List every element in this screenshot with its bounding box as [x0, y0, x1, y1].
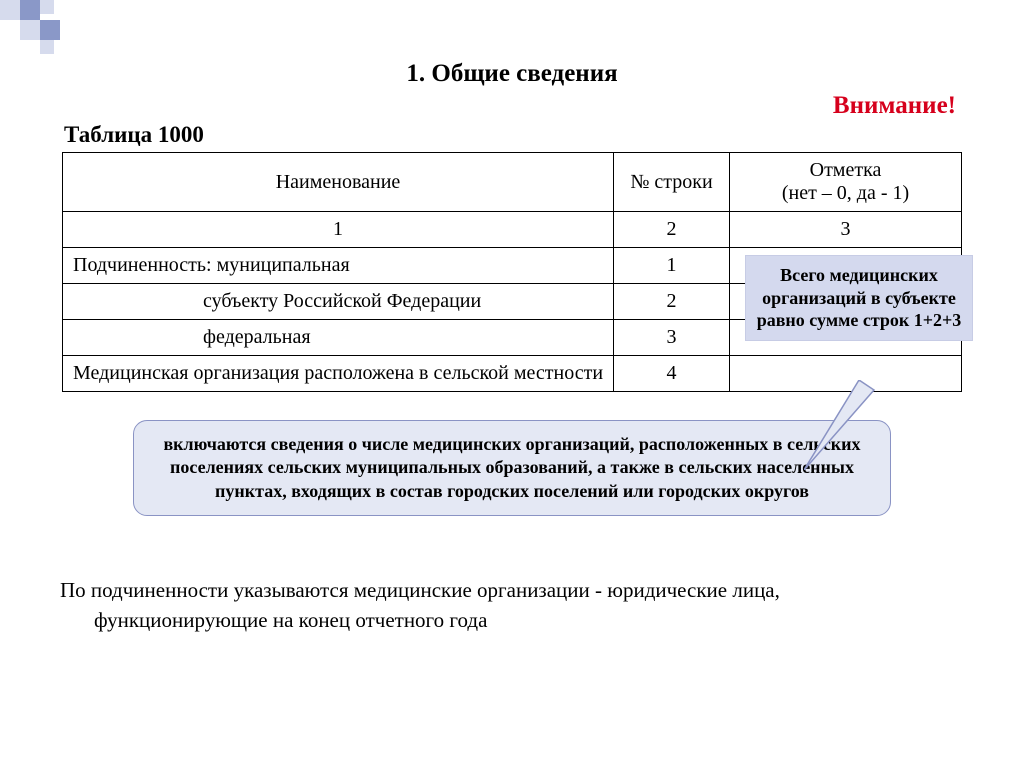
cell-name: Медицинская организация расположена в се…	[63, 356, 614, 392]
numrow-3: 3	[730, 212, 962, 248]
footer-line2: функционирующие на конец отчетного года	[60, 606, 964, 635]
footer-line1: По подчиненности указываются медицинские…	[60, 578, 780, 602]
decor-square	[40, 20, 60, 40]
cell-num: 4	[614, 356, 730, 392]
decor-square	[40, 40, 54, 54]
col-header-mark: Отметка(нет – 0, да - 1)	[730, 153, 962, 212]
cell-name: федеральная	[63, 320, 614, 356]
cell-num: 3	[614, 320, 730, 356]
cell-name: Подчиненность: муниципальная	[63, 248, 614, 284]
section-title: 1. Общие сведения	[60, 60, 964, 88]
cell-name: субъекту Российской Федерации	[63, 284, 614, 320]
cell-num: 1	[614, 248, 730, 284]
overlay-note: Всего медицинских организаций в субъекте…	[745, 255, 973, 341]
callout-box: включаются сведения о числе медицинских …	[133, 420, 891, 516]
table-label: Таблица 1000	[64, 122, 964, 148]
table-header-row: Наименование № строки Отметка(нет – 0, д…	[63, 153, 962, 212]
footer-text: По подчиненности указываются медицинские…	[60, 576, 964, 635]
decor-square	[0, 0, 20, 20]
corner-decoration	[0, 0, 70, 70]
callout-pointer-icon	[804, 380, 934, 470]
col-header-name: Наименование	[63, 153, 614, 212]
numrow-1: 1	[63, 212, 614, 248]
decor-square	[40, 0, 54, 14]
cell-num: 2	[614, 284, 730, 320]
attention-label: Внимание!	[60, 92, 956, 120]
numrow-2: 2	[614, 212, 730, 248]
decor-square	[20, 20, 40, 40]
col-header-num: № строки	[614, 153, 730, 212]
table-numrow: 1 2 3	[63, 212, 962, 248]
decor-square	[20, 0, 40, 20]
